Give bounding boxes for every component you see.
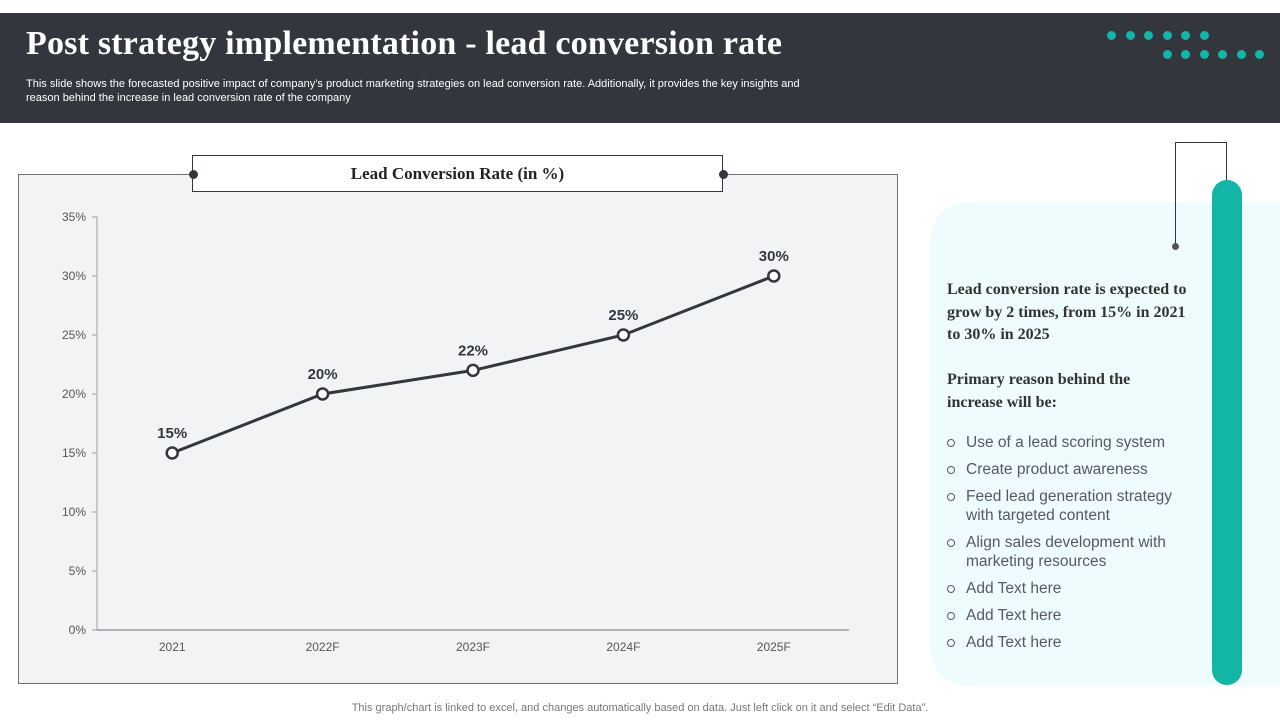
title-right-dot <box>719 170 728 179</box>
page-subtitle: This slide shows the forecasted positive… <box>26 78 800 104</box>
list-item: Add Text here <box>947 633 1202 652</box>
data-point <box>315 387 330 401</box>
list-item-text: Add Text here <box>966 634 1062 651</box>
bullet-circle-icon <box>947 466 955 474</box>
list-item: Use of a lead scoring system <box>947 433 1202 452</box>
data-label: 30% <box>759 248 789 265</box>
data-point <box>165 446 179 460</box>
y-tick-label: 10% <box>62 505 86 519</box>
y-tick-label: 20% <box>62 387 86 401</box>
data-label: 20% <box>308 366 338 383</box>
list-item: Add Text here <box>947 606 1202 625</box>
accent-bar <box>1212 180 1242 685</box>
y-tick-label: 30% <box>62 269 86 283</box>
y-tick-label: 5% <box>69 564 87 578</box>
y-tick-label: 25% <box>62 328 86 342</box>
x-tick-label: 2024F <box>606 640 640 654</box>
list-item-text: Create product awareness <box>966 461 1148 478</box>
list-item-text: Feed lead generation strategy with targe… <box>966 488 1172 524</box>
x-tick-label: 2022F <box>306 640 340 654</box>
list-item: Feed lead generation strategy with targe… <box>947 487 1202 525</box>
y-tick-label: 15% <box>62 446 86 460</box>
reason-heading: Primary reason behind the increase will … <box>947 371 1131 411</box>
bullet-circle-icon <box>947 493 955 501</box>
x-tick-label: 2023F <box>456 640 490 654</box>
list-item: Add Text here <box>947 579 1202 598</box>
bullet-circle-icon <box>947 539 955 547</box>
header-banner: Post strategy implementation - lead conv… <box>0 13 1280 123</box>
bullet-circle-icon <box>947 639 955 647</box>
chart-title: Lead Conversion Rate (in %) <box>192 155 723 192</box>
data-point <box>466 363 480 378</box>
bullet-circle-icon <box>947 585 955 593</box>
list-item-text: Align sales development with marketing r… <box>966 534 1166 570</box>
data-label: 22% <box>458 342 488 359</box>
footer-note: This graph/chart is linked to excel, and… <box>351 702 929 714</box>
x-tick-label: 2025F <box>757 640 791 654</box>
list-item-text: Add Text here <box>966 580 1062 597</box>
x-tick-label: 2021 <box>159 640 186 654</box>
bullet-circle-icon <box>947 439 955 447</box>
list-item-text: Use of a lead scoring system <box>966 434 1166 451</box>
page-title: Post strategy implementation - lead conv… <box>26 25 783 62</box>
data-point <box>767 269 781 283</box>
reason-list: Use of a lead scoring system Create prod… <box>947 433 1202 660</box>
y-tick-label: 35% <box>62 210 86 224</box>
chart-area[interactable] <box>18 174 898 684</box>
data-label: 25% <box>608 307 638 324</box>
bullet-circle-icon <box>947 612 955 620</box>
key-insight: Lead conversion rate is expected to grow… <box>947 281 1187 343</box>
list-item-text: Add Text here <box>966 607 1062 624</box>
y-tick-label: 0% <box>69 623 87 637</box>
list-item: Create product awareness <box>947 460 1202 479</box>
data-point <box>616 328 631 342</box>
list-item: Align sales development with marketing r… <box>947 533 1202 571</box>
connector-dot <box>1172 243 1179 250</box>
data-label: 15% <box>157 425 187 442</box>
title-left-dot <box>189 170 198 179</box>
